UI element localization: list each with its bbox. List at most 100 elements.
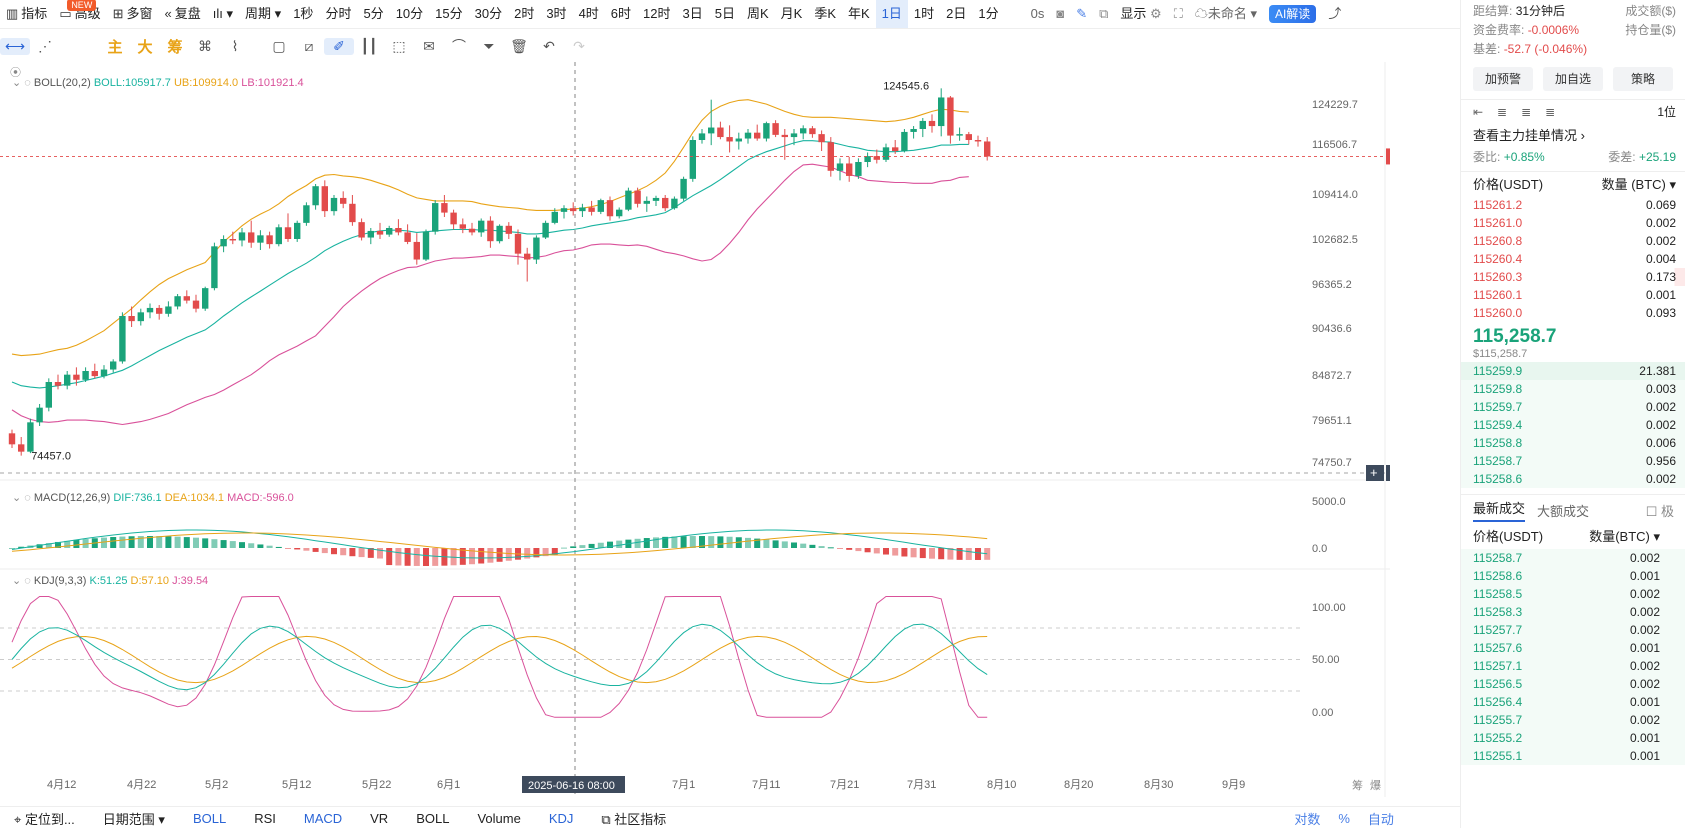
trade-row[interactable]: 115255.1 0.001 — [1461, 747, 1685, 765]
ask-row[interactable]: 115260.3 0.173 — [1461, 268, 1685, 286]
interval-18[interactable]: 1时 — [913, 6, 935, 21]
interval-13[interactable]: 周K — [746, 6, 769, 21]
edit-icon[interactable]: ✎ — [1076, 6, 1088, 21]
fullscreen-icon[interactable]: ⛶ — [1173, 6, 1183, 21]
trade-row[interactable]: 115257.1 0.002 — [1461, 657, 1685, 675]
indicator-tab-3[interactable]: VR — [370, 810, 389, 826]
interval-20[interactable]: 1分 — [978, 6, 999, 21]
period-dropdown[interactable]: 周期 ▾ — [239, 0, 287, 28]
magnet-icon[interactable]: ⌘ — [198, 37, 212, 54]
chart-svg[interactable]: 124229.7 116506.7 109414.0 102682.5 96365.2 9… — [0, 62, 1446, 797]
macd-toggle-icon[interactable]: ⌄ ◌ — [12, 492, 31, 504]
interval-6[interactable]: 2时 — [514, 6, 535, 21]
trade-row[interactable]: 115256.4 0.001 — [1461, 693, 1685, 711]
ai-button[interactable]: AI解读 — [1263, 0, 1322, 28]
indicator-tab-5[interactable]: Volume — [477, 810, 521, 826]
replay-button[interactable]: «复盘 — [159, 0, 207, 28]
chip-axis-label[interactable]: 筹 — [1352, 778, 1363, 792]
share-icon[interactable]: ⤴ — [1328, 6, 1342, 21]
trade-row[interactable]: 115258.6 0.001 — [1461, 567, 1685, 585]
bid-row[interactable]: 115259.9 21.381 — [1461, 362, 1685, 380]
trade-row[interactable]: 115256.5 0.002 — [1461, 675, 1685, 693]
trash-icon[interactable]: 🗑 — [510, 37, 528, 54]
indicator-tab-6[interactable]: KDJ — [548, 810, 574, 826]
book-qty-header[interactable]: 数量 (BTC) ▾ — [1601, 177, 1676, 192]
candle-tool-icon[interactable]: ┃┃ — [360, 37, 378, 54]
advanced-button[interactable]: ▭ 高级 NEW — [53, 0, 106, 28]
note-icon[interactable]: ✉ — [423, 37, 435, 54]
strategy-button[interactable]: 策略 — [1613, 67, 1673, 91]
depth-mode-icons[interactable]: ⇤≣≣≣ — [1473, 105, 1570, 119]
indicator-tab-1[interactable]: RSI — [254, 810, 276, 826]
big-trades-tab[interactable]: 大额成交 — [1537, 503, 1590, 519]
interval-16[interactable]: 年K — [847, 6, 870, 21]
kdj-toggle-icon[interactable]: ⌄ ◌ — [12, 575, 31, 587]
main-orders-link[interactable]: 查看主力挂单情况 › — [1461, 124, 1685, 148]
undo-icon[interactable]: ↶ — [543, 37, 555, 54]
camera-icon[interactable]: ◙ — [1056, 6, 1065, 21]
extreme-checkbox[interactable]: ☐ 极 — [1645, 503, 1674, 519]
ask-row[interactable]: 115261.0 0.002 — [1461, 214, 1685, 232]
bid-row[interactable]: 115259.7 0.002 — [1461, 398, 1685, 416]
add-line-button[interactable] — [1366, 465, 1384, 481]
interval-7[interactable]: 3时 — [546, 6, 567, 21]
auto-button[interactable]: 自动 — [1367, 811, 1394, 827]
add-alert-button[interactable]: 加预警 — [1473, 67, 1533, 91]
bid-row[interactable]: 115258.8 0.006 — [1461, 434, 1685, 452]
popout-icon[interactable]: ⧉ — [1099, 6, 1109, 21]
trend-tool-icon[interactable]: ⋰ — [38, 37, 52, 54]
interval-1[interactable]: 分时 — [325, 6, 352, 21]
ask-row[interactable]: 115261.2 0.069 — [1461, 196, 1685, 214]
interval-14[interactable]: 月K — [780, 6, 803, 21]
ask-row[interactable]: 115260.1 0.001 — [1461, 286, 1685, 304]
date-range-dropdown[interactable]: 日期范围 ▾ — [102, 811, 165, 827]
pen-icon[interactable]: ✐ — [324, 37, 354, 55]
interval-12[interactable]: 5日 — [714, 6, 735, 21]
collapse-icon[interactable]: ⦿ — [10, 67, 21, 79]
big-tool[interactable]: 大 — [137, 38, 153, 56]
locate-button[interactable]: ⌖ 定位到... — [0, 809, 89, 828]
chip-tool[interactable]: 筹 — [167, 38, 183, 56]
filter-icon[interactable]: ⏷ — [483, 37, 495, 54]
explode-axis-label[interactable]: 爆 — [1370, 778, 1381, 792]
interval-10[interactable]: 12时 — [643, 6, 671, 21]
depth-level[interactable]: 1位 — [1657, 105, 1676, 119]
bid-row[interactable]: 115258.7 0.956 — [1461, 452, 1685, 470]
ask-row[interactable]: 115260.8 0.002 — [1461, 232, 1685, 250]
percent-button[interactable]: % — [1338, 810, 1350, 826]
interval-2[interactable]: 5分 — [363, 6, 384, 21]
multi-window-button[interactable]: ⊞ 多窗 — [107, 0, 159, 28]
latest-trades-tab[interactable]: 最新成交 — [1473, 498, 1526, 522]
trade-row[interactable]: 115258.7 0.002 — [1461, 549, 1685, 567]
interval-3[interactable]: 10分 — [395, 6, 424, 21]
interval-8[interactable]: 4时 — [578, 6, 599, 21]
indicator-tab-2[interactable]: MACD — [303, 810, 343, 826]
redo-icon[interactable]: ↷ — [573, 37, 585, 54]
line-tool-icon[interactable]: ⟷ — [0, 37, 30, 55]
community-button[interactable]: ⧉ 社区指标 — [587, 809, 680, 828]
interval-9[interactable]: 6时 — [610, 6, 632, 21]
indicators-button[interactable]: ▥ 指标 — [0, 0, 53, 28]
interval-5[interactable]: 30分 — [474, 6, 503, 21]
ask-row[interactable]: 115260.4 0.004 — [1461, 250, 1685, 268]
display-button[interactable]: 显示 ⚙ — [1114, 0, 1167, 28]
boll-toggle-icon[interactable]: ⌄ ◌ — [12, 77, 31, 89]
indicator-tab-4[interactable]: BOLL — [416, 810, 450, 826]
trade-row[interactable]: 115257.7 0.002 — [1461, 621, 1685, 639]
bid-row[interactable]: 115259.4 0.002 — [1461, 416, 1685, 434]
interval-17[interactable]: 1日 — [875, 0, 908, 28]
brush-icon[interactable]: ⌇ — [231, 37, 239, 54]
log-button[interactable]: 对数 — [1294, 811, 1321, 827]
trade-row[interactable]: 115255.7 0.002 — [1461, 711, 1685, 729]
bid-row[interactable]: 115258.6 0.002 — [1461, 470, 1685, 488]
trades-qty-header[interactable]: 数量(BTC) ▾ — [1589, 529, 1660, 544]
interval-15[interactable]: 季K — [814, 6, 836, 21]
main-tool[interactable]: 主 — [107, 38, 123, 56]
rect-tool-icon[interactable]: ▢ — [272, 37, 286, 54]
chart-area[interactable]: 124229.7 116506.7 109414.0 102682.5 96365.2 9… — [0, 62, 1446, 797]
ask-row[interactable]: 115260.0 0.093 — [1461, 304, 1685, 322]
trade-row[interactable]: 115257.6 0.001 — [1461, 639, 1685, 657]
interval-4[interactable]: 15分 — [435, 6, 463, 21]
trade-row[interactable]: 115258.3 0.002 — [1461, 603, 1685, 621]
interval-0[interactable]: 1秒 — [293, 6, 314, 21]
